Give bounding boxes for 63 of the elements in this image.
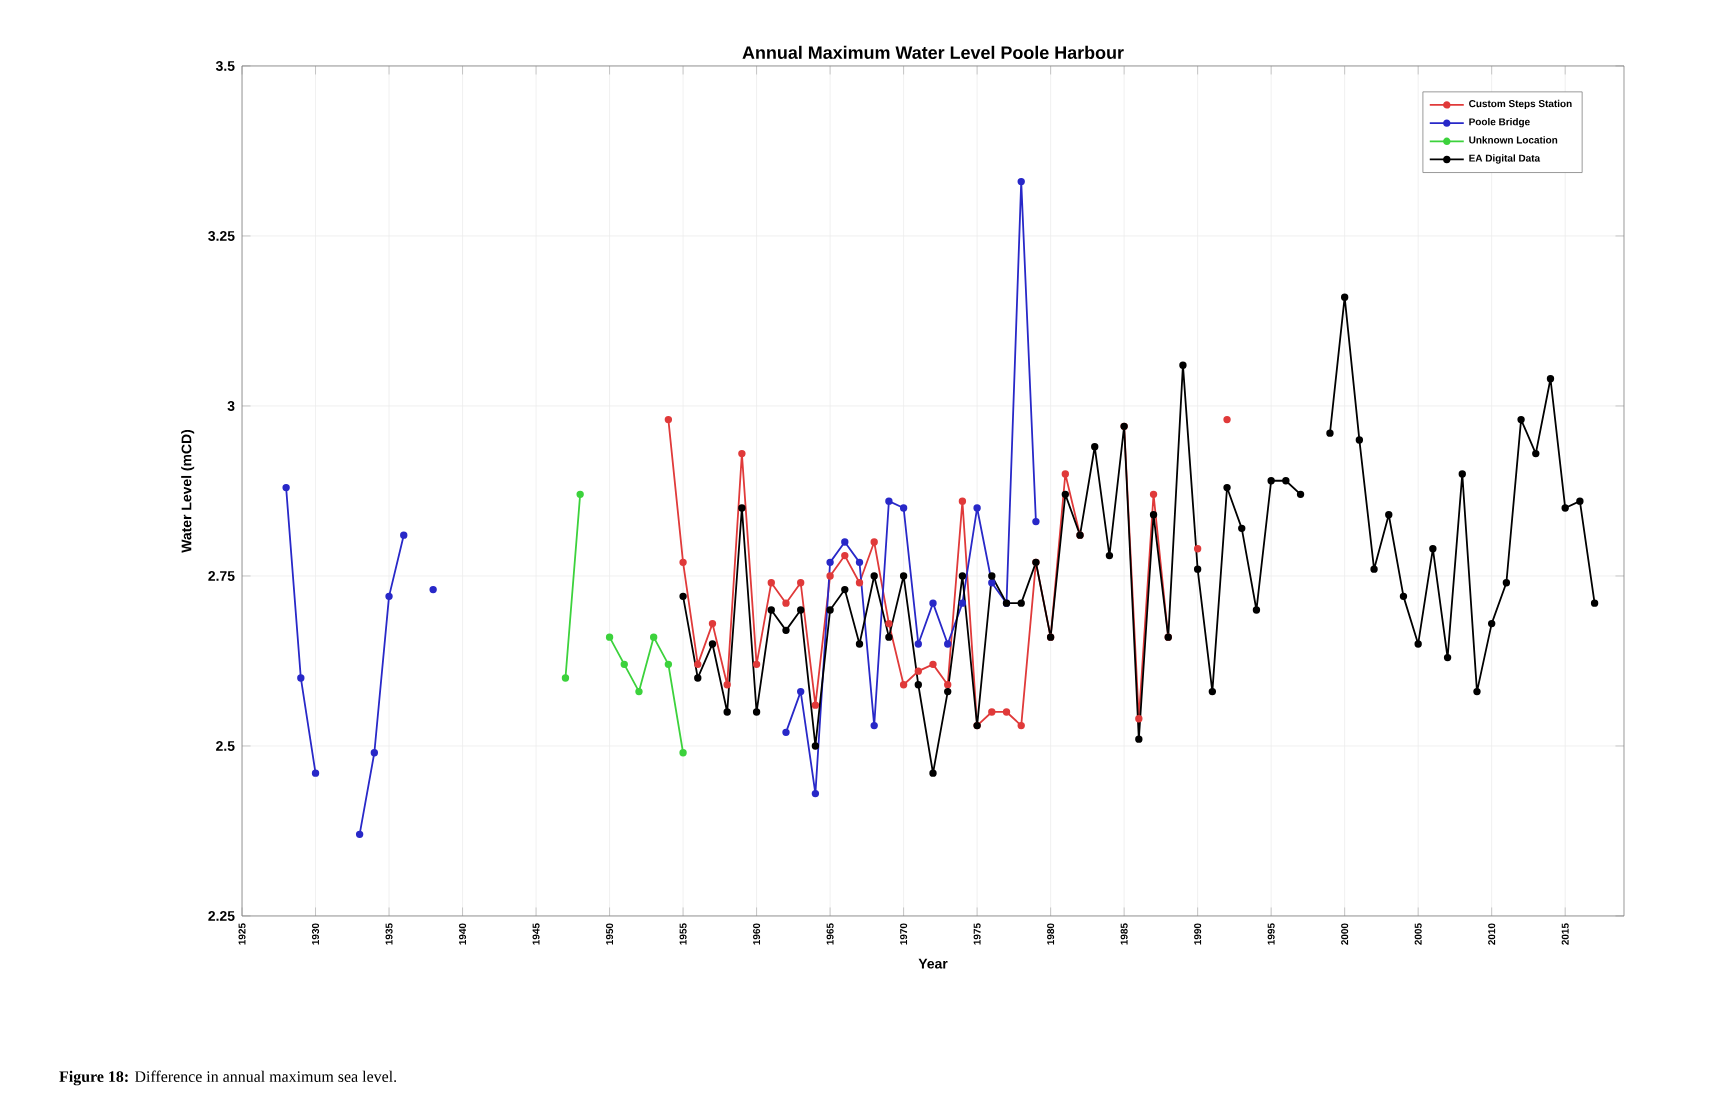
point: [1223, 415, 1231, 424]
point: [1193, 545, 1202, 553]
point: [1149, 490, 1158, 499]
point: [605, 633, 614, 641]
point: [576, 490, 584, 499]
point: [620, 660, 628, 669]
point: [282, 483, 290, 492]
point: [679, 749, 687, 757]
point: [811, 701, 820, 709]
point: [370, 749, 379, 757]
point: [958, 599, 967, 607]
point: [664, 415, 673, 424]
point: [899, 681, 908, 689]
point: [797, 579, 805, 587]
point: [1017, 721, 1025, 730]
point: [855, 558, 864, 567]
point: [385, 592, 393, 601]
point: [885, 619, 893, 628]
point: [297, 674, 305, 682]
point: [782, 728, 790, 737]
point: [811, 789, 820, 798]
point: [826, 572, 834, 580]
point: [899, 504, 908, 512]
point: [885, 497, 893, 505]
point: [635, 687, 643, 696]
point: [914, 667, 922, 675]
point: [723, 681, 731, 689]
point: [1002, 708, 1011, 716]
point: [738, 449, 746, 458]
point: [782, 599, 790, 607]
point: [1032, 517, 1040, 526]
point: [355, 830, 364, 839]
point: [561, 674, 570, 682]
point: [1135, 715, 1143, 723]
point: [797, 687, 805, 696]
chart-title: Annual Maximum Water Level Poole Harbour: [742, 45, 1124, 59]
point: [826, 558, 834, 567]
point: [311, 769, 320, 777]
point: [1017, 177, 1025, 186]
point: [988, 708, 996, 716]
point: [664, 660, 673, 669]
point: [429, 585, 437, 594]
point: [914, 640, 922, 648]
point: [752, 660, 761, 669]
point: [708, 619, 717, 628]
point: [973, 504, 981, 512]
point: [400, 531, 408, 539]
point: [679, 558, 687, 567]
point: [870, 538, 878, 546]
point: [929, 599, 937, 607]
point: [841, 551, 849, 560]
point: [929, 660, 937, 669]
point: [988, 579, 996, 587]
point: [649, 633, 658, 641]
point: [841, 538, 849, 546]
point: [944, 681, 952, 689]
point: [870, 721, 878, 730]
point: [767, 579, 775, 587]
point: [944, 640, 952, 648]
point: [958, 497, 967, 505]
point: [1061, 470, 1070, 478]
point: [694, 660, 702, 669]
point: [855, 579, 864, 587]
